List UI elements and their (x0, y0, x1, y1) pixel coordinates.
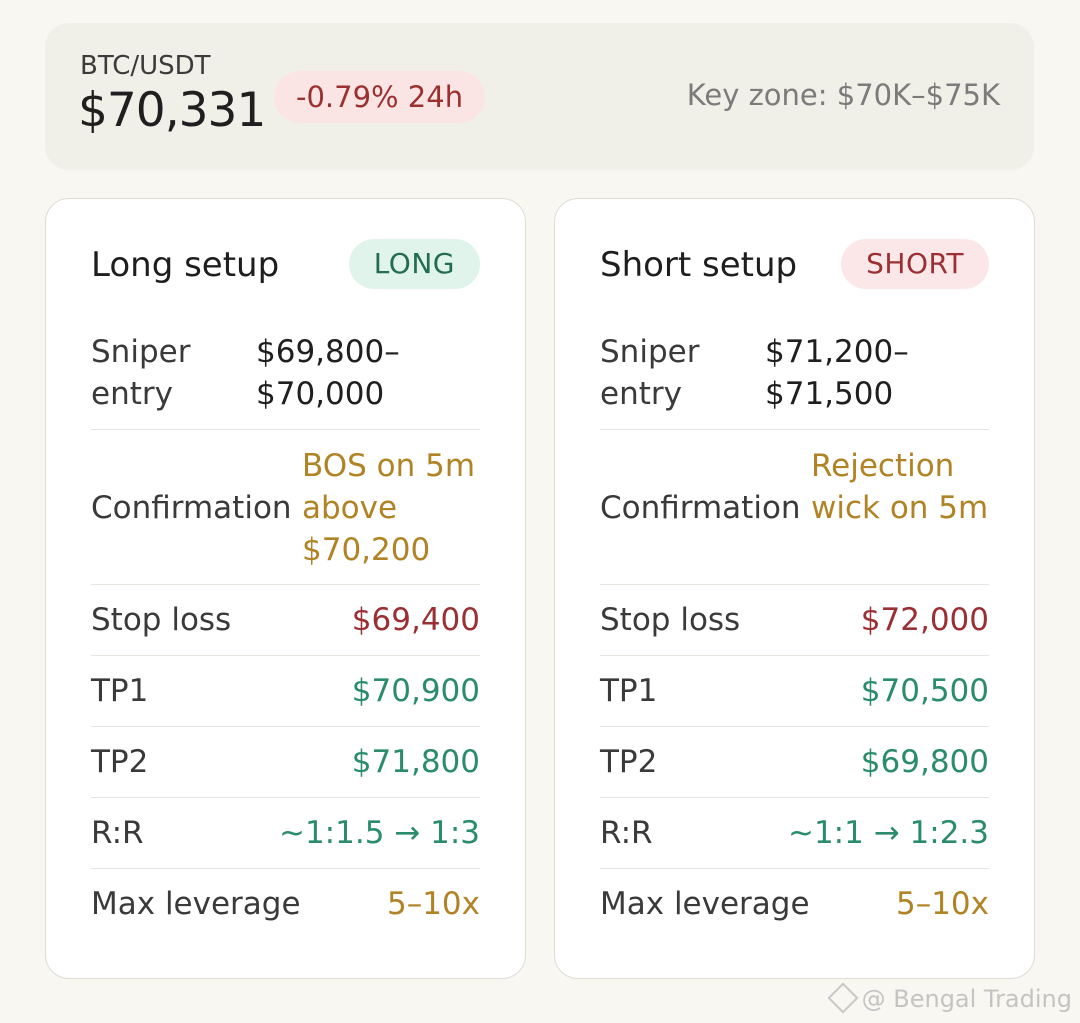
key-zone: Key zone: $70K–$75K (686, 78, 1000, 112)
setup-rows: Sniper entry $69,800–$70,000 Confirmatio… (91, 329, 480, 940)
watermark-text: @ Bengal Trading (861, 985, 1072, 1013)
ticker-bar: BTC/USDT $70,331 -0.79% 24h Key zone: $7… (45, 23, 1034, 170)
row-label: Confirmation (91, 490, 292, 526)
max-leverage-value: 5–10x (895, 886, 989, 922)
long-setup-card: Long setup LONG Sniper entry $69,800–$70… (45, 198, 526, 979)
confirmation-value: Rejection wick on 5m (811, 448, 989, 526)
risk-reward-value: ~1:1 → 1:2.3 (787, 815, 989, 851)
price-change-badge: -0.79% 24h (274, 71, 486, 123)
row-label: TP1 (91, 673, 149, 709)
row-label: Sniper entry (91, 334, 191, 412)
current-price: $70,331 (78, 83, 266, 138)
row-sniper-entry: Sniper entry $71,200–$71,500 (600, 329, 989, 430)
row-confirmation: Confirmation Rejection wick on 5m (600, 430, 989, 585)
row-label: R:R (600, 815, 653, 851)
row-label: Confirmation (600, 490, 801, 526)
row-tp1: TP1 $70,900 (91, 656, 480, 727)
row-risk-reward: R:R ~1:1.5 → 1:3 (91, 798, 480, 869)
row-confirmation: Confirmation BOS on 5m above $70,200 (91, 430, 480, 585)
row-max-leverage: Max leverage 5–10x (600, 869, 989, 940)
row-stop-loss: Stop loss $69,400 (91, 585, 480, 656)
stop-loss-value: $72,000 (860, 602, 989, 638)
binance-logo-icon (827, 982, 859, 1014)
row-label: TP1 (600, 673, 658, 709)
card-header: Long setup LONG (91, 239, 480, 291)
tp1-value: $70,500 (860, 673, 989, 709)
row-label: Max leverage (91, 886, 301, 922)
row-label: Stop loss (600, 602, 741, 638)
short-setup-card: Short setup SHORT Sniper entry $71,200–$… (554, 198, 1035, 979)
setup-rows: Sniper entry $71,200–$71,500 Confirmatio… (600, 329, 989, 940)
watermark: @ Bengal Trading (827, 982, 1072, 1014)
row-tp2: TP2 $71,800 (91, 727, 480, 798)
max-leverage-value: 5–10x (386, 886, 480, 922)
tp2-value: $71,800 (351, 744, 480, 780)
entry-value: $71,200–$71,500 (765, 334, 909, 412)
row-label: TP2 (91, 744, 149, 780)
tp2-value: $69,800 (860, 744, 989, 780)
row-label: R:R (91, 815, 144, 851)
row-sniper-entry: Sniper entry $69,800–$70,000 (91, 329, 480, 430)
card-header: Short setup SHORT (600, 239, 989, 291)
tp1-value: $70,900 (351, 673, 480, 709)
card-title: Long setup (91, 245, 280, 285)
short-badge: SHORT (841, 239, 989, 289)
row-stop-loss: Stop loss $72,000 (600, 585, 989, 656)
entry-value: $69,800–$70,000 (256, 334, 400, 412)
row-tp1: TP1 $70,500 (600, 656, 989, 727)
confirmation-value: BOS on 5m above $70,200 (302, 448, 476, 568)
row-tp2: TP2 $69,800 (600, 727, 989, 798)
card-title: Short setup (600, 245, 798, 285)
risk-reward-value: ~1:1.5 → 1:3 (278, 815, 480, 851)
row-label: Sniper entry (600, 334, 700, 412)
stop-loss-value: $69,400 (351, 602, 480, 638)
row-label: Stop loss (91, 602, 232, 638)
trading-pair: BTC/USDT (80, 51, 211, 81)
row-max-leverage: Max leverage 5–10x (91, 869, 480, 940)
row-risk-reward: R:R ~1:1 → 1:2.3 (600, 798, 989, 869)
long-badge: LONG (348, 239, 480, 289)
row-label: TP2 (600, 744, 658, 780)
row-label: Max leverage (600, 886, 810, 922)
